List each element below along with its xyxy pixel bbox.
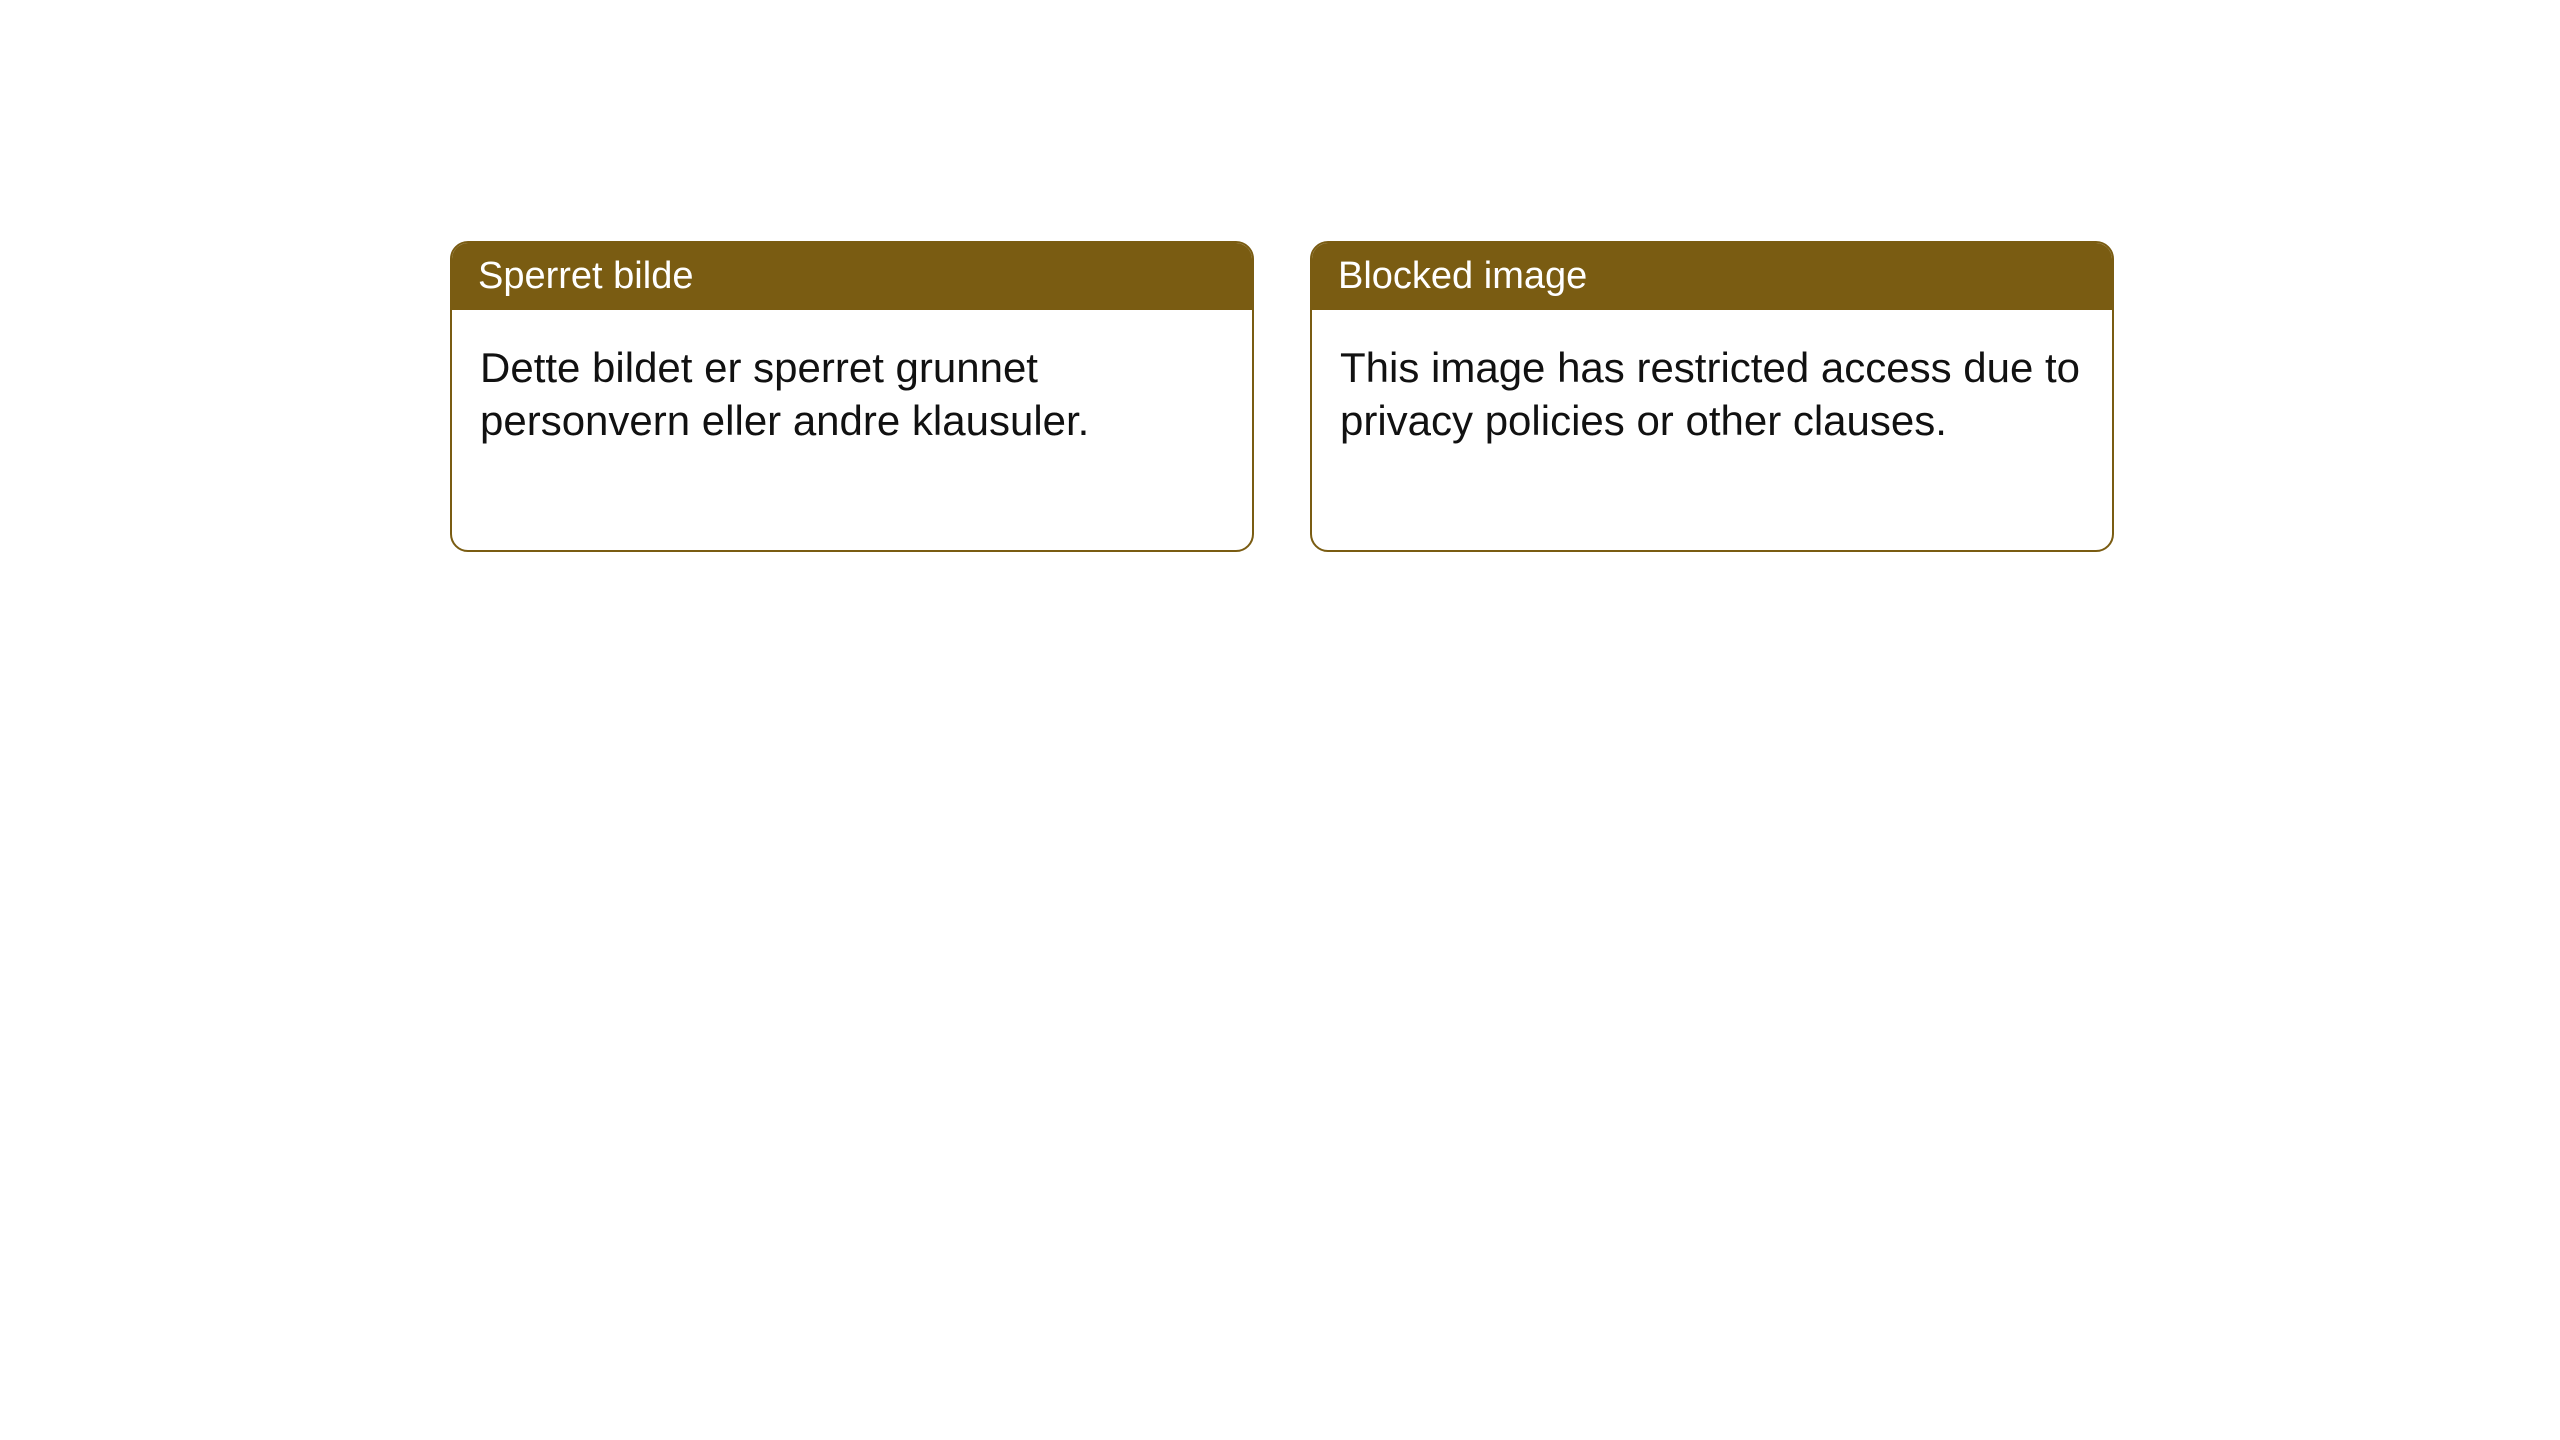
card-text-norwegian: Dette bildet er sperret grunnet personve… — [480, 344, 1089, 444]
card-header-norwegian: Sperret bilde — [452, 243, 1252, 310]
card-header-english: Blocked image — [1312, 243, 2112, 310]
card-body-norwegian: Dette bildet er sperret grunnet personve… — [452, 310, 1252, 550]
card-body-english: This image has restricted access due to … — [1312, 310, 2112, 550]
notice-card-english: Blocked image This image has restricted … — [1310, 241, 2114, 552]
notice-container: Sperret bilde Dette bildet er sperret gr… — [450, 241, 2114, 552]
card-title-norwegian: Sperret bilde — [478, 255, 693, 297]
notice-card-norwegian: Sperret bilde Dette bildet er sperret gr… — [450, 241, 1254, 552]
card-text-english: This image has restricted access due to … — [1340, 344, 2080, 444]
card-title-english: Blocked image — [1338, 255, 1587, 297]
